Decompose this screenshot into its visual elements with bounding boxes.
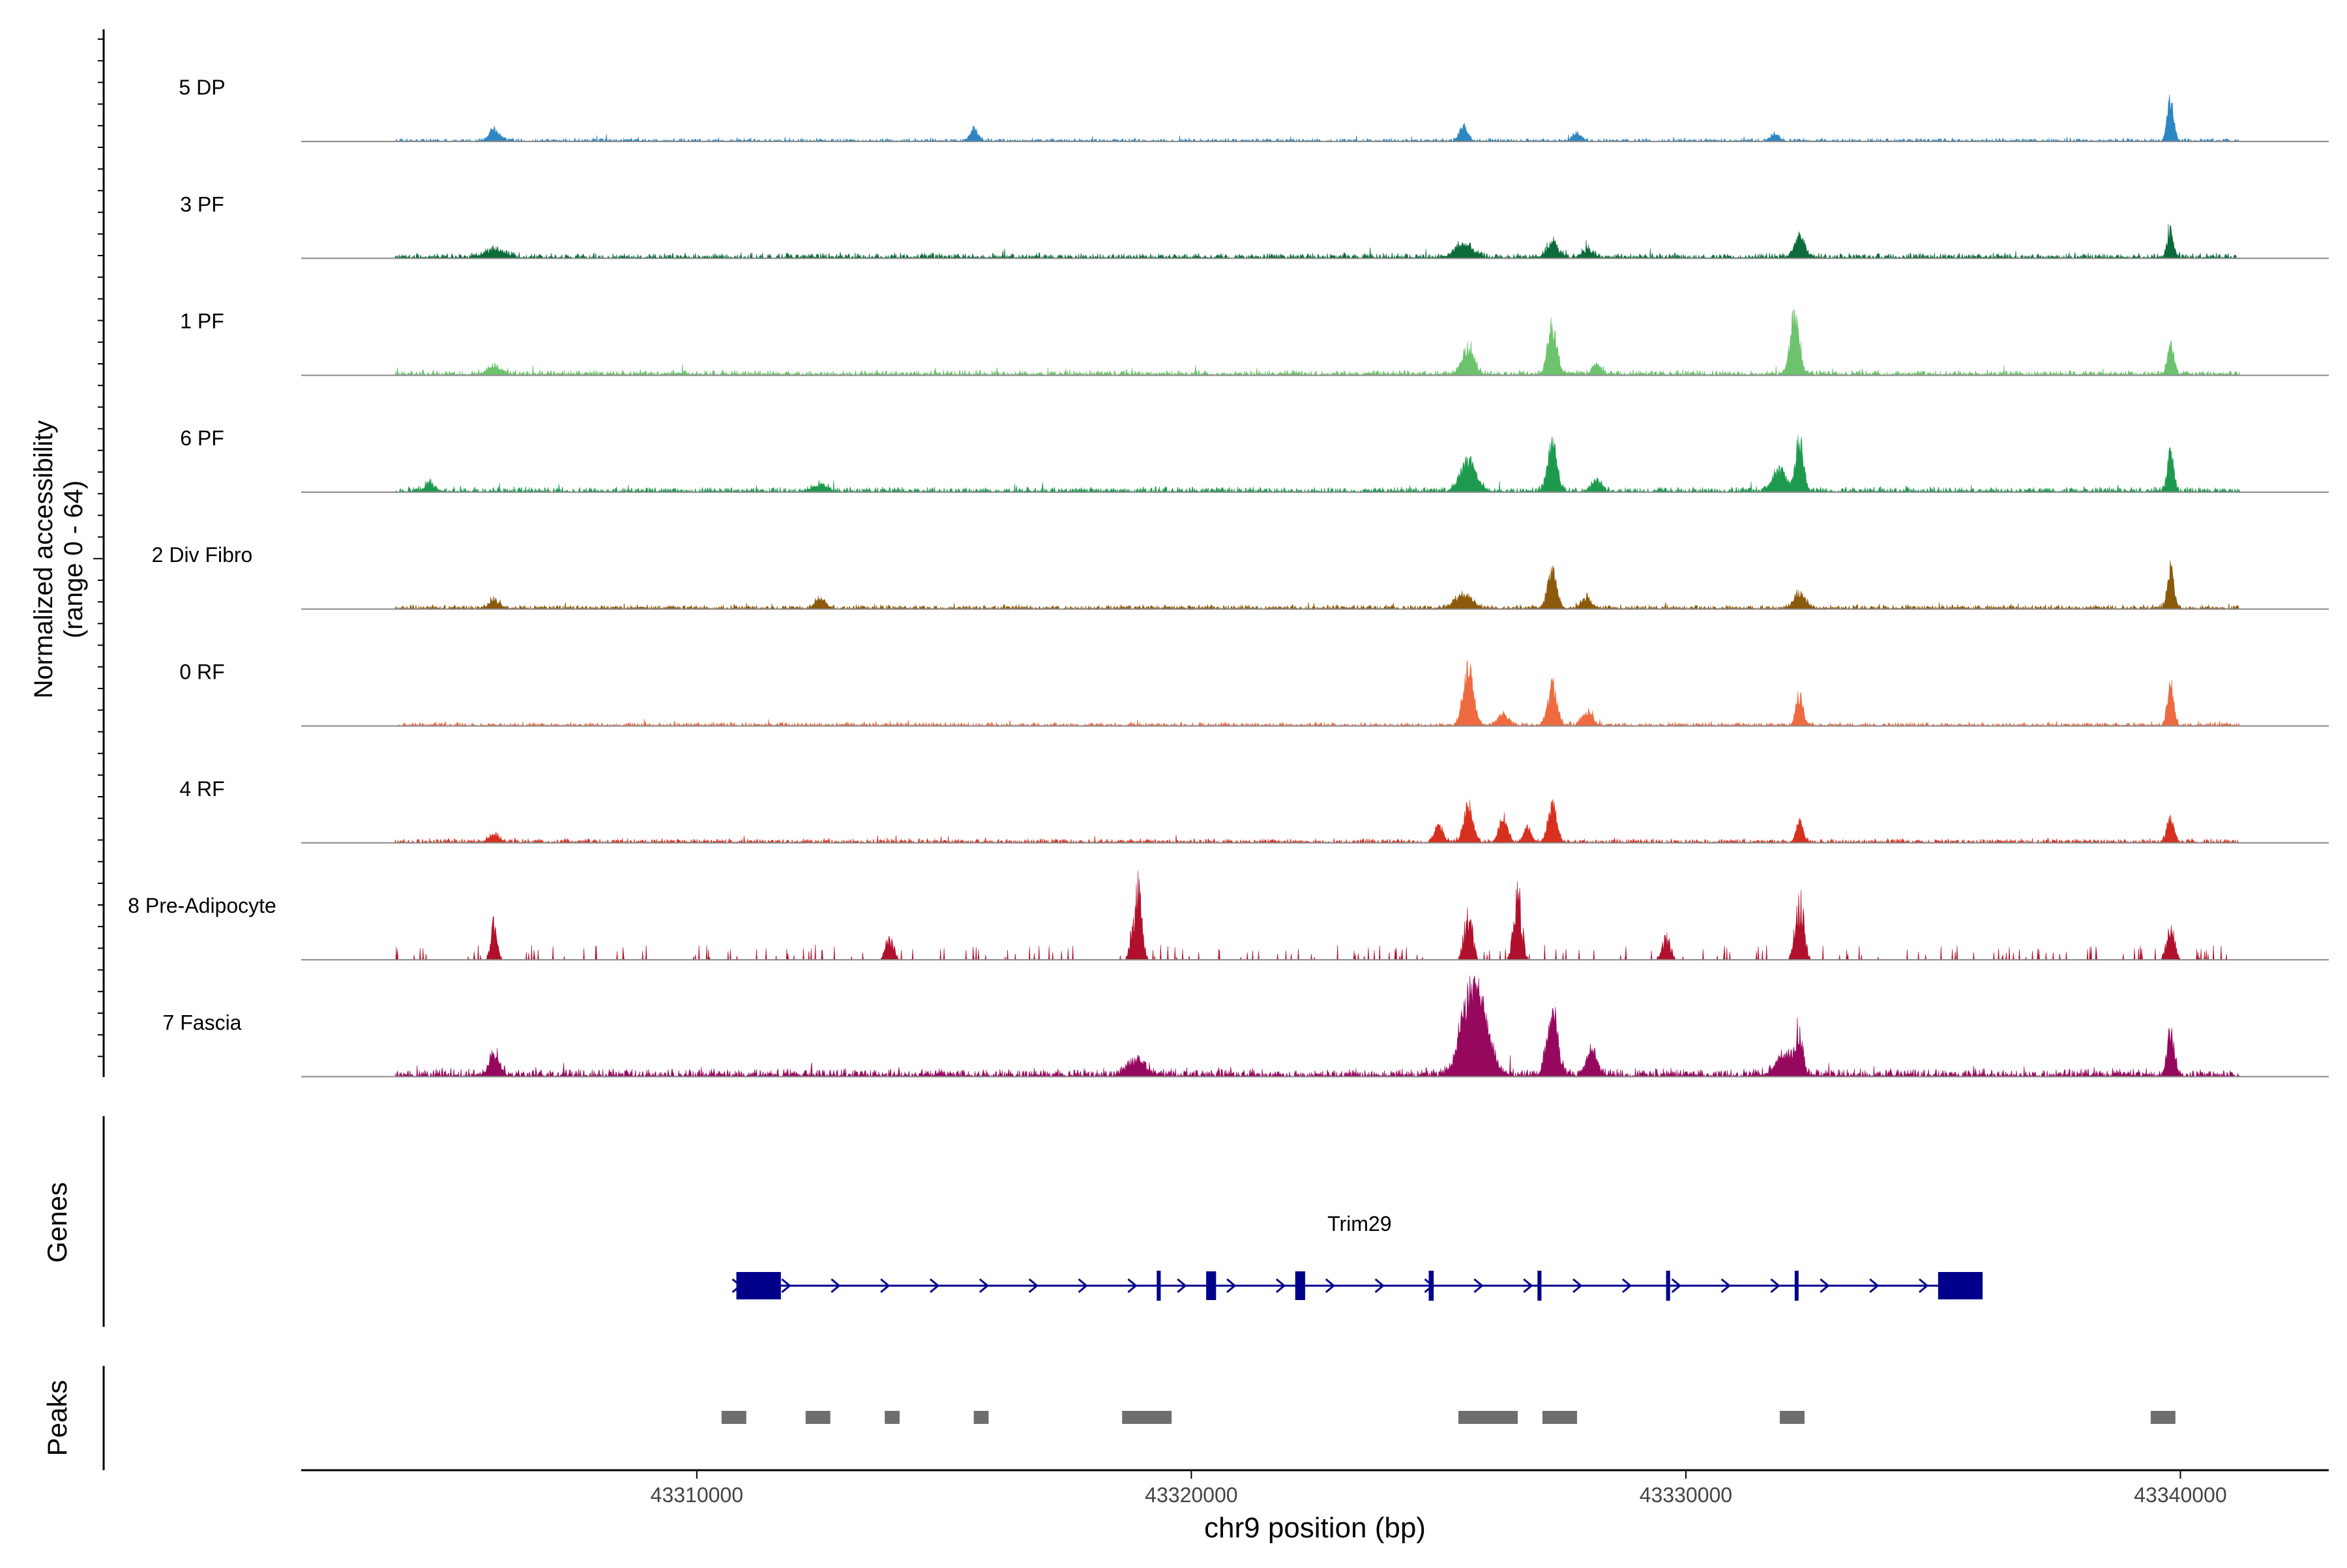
track-2-div-fibro: 2 Div Fibro: [152, 543, 2329, 610]
track-8-pre-adipocyte: 8 Pre-Adipocyte: [128, 870, 2329, 961]
gene-exon: [1794, 1271, 1799, 1301]
strand-arrow: [781, 1278, 791, 1294]
track-1-pf: 1 PF: [180, 308, 2329, 376]
coverage-area: [394, 224, 2240, 259]
coverage-area: [394, 434, 2240, 494]
strand-arrow: [1226, 1278, 1237, 1294]
track-0-rf: 0 RF: [179, 660, 2329, 727]
peak-region: [1780, 1411, 1805, 1424]
gene-model: [731, 1271, 1983, 1301]
gene-name-label: Trim29: [1327, 1212, 1391, 1235]
strand-arrow: [1770, 1278, 1780, 1294]
gene-exon: [1206, 1271, 1217, 1300]
strand-arrow: [1374, 1278, 1385, 1294]
track-label: 3 PF: [180, 192, 224, 216]
track-label: 4 RF: [179, 777, 224, 801]
strand-arrow: [1325, 1278, 1336, 1294]
y-axis-label-line1: Normalized accessibility: [29, 421, 58, 699]
track-4-rf: 4 RF: [179, 777, 2329, 844]
coverage-area: [394, 95, 2241, 143]
y-axis-label-line2: (range 0 - 64): [59, 481, 88, 638]
x-tick-label: 43330000: [1640, 1483, 1732, 1507]
gene-exon: [1428, 1271, 1434, 1301]
peak-region: [1458, 1411, 1518, 1424]
strand-arrow: [1572, 1278, 1583, 1294]
track-label: 5 DP: [179, 76, 225, 99]
strand-arrow: [1028, 1278, 1039, 1294]
x-tick-label: 43310000: [651, 1483, 743, 1507]
track-6-pf: 6 PF: [180, 426, 2329, 494]
gene-exon: [1938, 1272, 1983, 1299]
coverage-area: [394, 308, 2240, 376]
peaks-layer: [721, 1411, 2176, 1424]
coverage-area: [394, 660, 2240, 727]
strand-arrow: [1869, 1278, 1880, 1294]
strand-arrow: [1473, 1278, 1484, 1294]
x-tick-label: 43320000: [1145, 1483, 1237, 1507]
peak-region: [973, 1411, 989, 1424]
x-axis-title: chr9 position (bp): [1204, 1512, 1426, 1544]
track-7-fascia: 7 Fascia: [163, 975, 2329, 1078]
x-ticks-layer: 43310000 43320000 43330000 43340000: [651, 1470, 2227, 1507]
strand-arrow: [831, 1278, 841, 1294]
gene-exon: [1537, 1271, 1542, 1301]
peak-region: [885, 1411, 900, 1424]
coverage-area: [395, 870, 2240, 960]
genes-label: Genes: [42, 1182, 72, 1263]
strand-arrow: [1078, 1278, 1088, 1294]
gene-exon: [1666, 1271, 1670, 1301]
track-label: 2 Div Fibro: [152, 543, 253, 567]
track-label: 1 PF: [180, 310, 224, 333]
gene-exon: [736, 1272, 781, 1299]
strand-arrow: [929, 1278, 940, 1294]
peak-region: [805, 1411, 831, 1424]
coverage-area: [394, 799, 2241, 844]
track-label: 8 Pre-Adipocyte: [128, 894, 276, 917]
strand-arrow: [1671, 1278, 1682, 1294]
coverage-area: [394, 560, 2240, 610]
peak-region: [1542, 1411, 1577, 1424]
coverage-area: [394, 975, 2241, 1078]
gene-exon: [1157, 1271, 1161, 1301]
peak-region: [1122, 1411, 1172, 1424]
y-ticks-layer: [93, 38, 104, 1058]
strand-arrow: [1820, 1278, 1830, 1294]
strand-arrow: [1127, 1278, 1138, 1294]
strand-arrow: [979, 1278, 990, 1294]
strand-arrow: [880, 1278, 891, 1294]
track-3-pf: 3 PF: [180, 192, 2329, 259]
gene-exon: [1295, 1271, 1305, 1300]
strand-arrow: [1523, 1278, 1533, 1294]
track-5-dp: 5 DP: [179, 76, 2329, 143]
track-label: 0 RF: [179, 660, 224, 684]
x-tick-label: 43340000: [2134, 1483, 2226, 1507]
track-label: 7 Fascia: [163, 1011, 242, 1034]
tracks-layer: 5 DP 3 PF 1 PF 6 PF 2 Div Fibro 0 RF 4 RF 8 Pre…: [128, 76, 2329, 1078]
track-label: 6 PF: [180, 426, 224, 450]
peaks-label: Peaks: [42, 1380, 72, 1457]
strand-arrow: [1720, 1278, 1731, 1294]
strand-arrow: [1919, 1278, 1929, 1294]
peak-region: [2150, 1411, 2176, 1424]
strand-arrow: [1621, 1278, 1632, 1294]
peak-region: [721, 1411, 746, 1424]
strand-arrow: [1275, 1278, 1286, 1294]
strand-arrow: [1177, 1278, 1187, 1294]
